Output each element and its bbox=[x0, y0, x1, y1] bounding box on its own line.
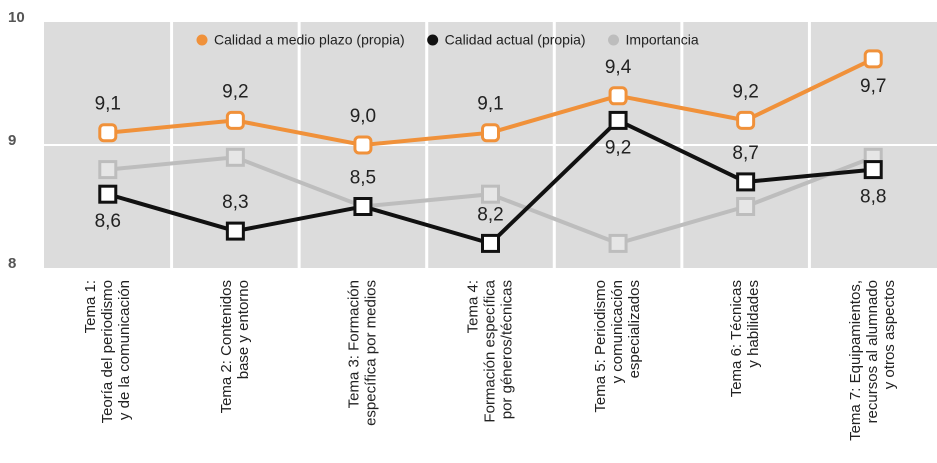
data-point bbox=[225, 147, 245, 167]
legend-label: Importancia bbox=[626, 32, 699, 48]
x-tick-label: específica por medios bbox=[362, 280, 379, 426]
data-label: 9,2 bbox=[732, 81, 758, 102]
x-tick-label: Formación específica bbox=[481, 279, 498, 422]
data-label: 8,6 bbox=[95, 211, 121, 232]
x-tick-label: Tema 5: Periodismo bbox=[592, 280, 609, 413]
data-label: 9,2 bbox=[222, 81, 248, 102]
y-tick-label: 8 bbox=[8, 255, 16, 272]
data-point bbox=[481, 233, 500, 253]
data-point bbox=[608, 233, 628, 253]
legend-label: Calidad actual (propia) bbox=[445, 32, 586, 48]
x-tick-label: base y entorno bbox=[235, 280, 252, 379]
x-tick-label: Tema 3: Formación bbox=[345, 280, 362, 408]
y-tick-label: 9 bbox=[8, 132, 16, 149]
x-tick-label: Tema 6: Técnicas bbox=[728, 280, 745, 397]
data-point bbox=[481, 184, 500, 204]
x-tick-label: Teoría del periodismo bbox=[99, 280, 116, 423]
data-label: 9,2 bbox=[605, 137, 631, 158]
x-tick-label: Tema 2: Contenidos bbox=[218, 280, 235, 413]
data-label: 8,2 bbox=[477, 204, 503, 225]
x-tick-label: por géneros/técnicas bbox=[498, 280, 515, 419]
x-tick-label: Tema 1: bbox=[82, 280, 99, 333]
data-point bbox=[98, 160, 118, 180]
data-point bbox=[608, 110, 628, 130]
legend-marker bbox=[427, 34, 439, 46]
x-tick-label: Tema 7: Equipamientos, bbox=[847, 280, 864, 441]
data-label: 9,4 bbox=[605, 57, 632, 78]
data-point bbox=[98, 184, 118, 204]
legend-marker bbox=[196, 34, 208, 46]
x-tick-label: recursos al alumnado bbox=[864, 280, 881, 423]
x-tick-label: Tema 4: bbox=[464, 280, 481, 333]
data-label: 8,8 bbox=[860, 187, 886, 208]
y-tick-label: 10 bbox=[8, 9, 25, 26]
data-point bbox=[863, 160, 883, 180]
legend-marker bbox=[608, 34, 620, 46]
data-point bbox=[863, 49, 883, 69]
legend-label: Calidad a medio plazo (propia) bbox=[214, 32, 405, 48]
data-label: 9,1 bbox=[477, 94, 503, 115]
data-point bbox=[608, 86, 628, 106]
data-label: 9,0 bbox=[350, 106, 376, 127]
data-point bbox=[736, 110, 756, 130]
data-label: 8,5 bbox=[350, 168, 376, 189]
x-tick-label: y comunicación bbox=[609, 280, 626, 383]
x-tick-label: y otros aspectos bbox=[881, 280, 898, 389]
x-tick-label: y habilidades bbox=[745, 280, 762, 368]
data-label: 9,1 bbox=[95, 94, 121, 115]
data-point bbox=[353, 197, 373, 216]
data-point bbox=[225, 221, 245, 241]
data-point bbox=[736, 172, 756, 192]
data-point bbox=[353, 135, 373, 155]
data-point bbox=[481, 123, 500, 143]
data-point bbox=[736, 197, 756, 216]
data-label: 8,3 bbox=[222, 192, 248, 213]
data-label: 9,7 bbox=[860, 76, 886, 97]
data-label: 8,7 bbox=[732, 143, 758, 164]
x-tick-label: y de la comunicación bbox=[116, 280, 133, 420]
data-point bbox=[98, 123, 118, 143]
data-point bbox=[225, 110, 245, 130]
x-tick-label: especializados bbox=[626, 280, 643, 378]
